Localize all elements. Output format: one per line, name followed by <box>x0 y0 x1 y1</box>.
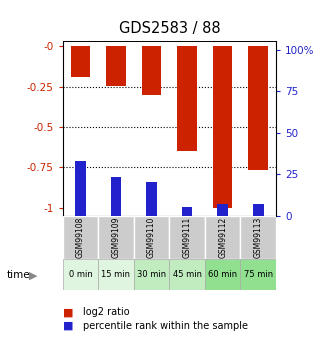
Bar <box>71 46 90 77</box>
Text: ▶: ▶ <box>29 270 37 280</box>
Text: GSM99113: GSM99113 <box>254 217 263 258</box>
Bar <box>253 204 264 216</box>
Text: time: time <box>6 270 30 280</box>
Bar <box>213 46 232 208</box>
Text: GSM99111: GSM99111 <box>183 217 192 258</box>
FancyBboxPatch shape <box>98 259 134 290</box>
Text: log2 ratio: log2 ratio <box>83 307 130 317</box>
Bar <box>248 46 268 170</box>
FancyBboxPatch shape <box>134 259 169 290</box>
FancyBboxPatch shape <box>205 259 240 290</box>
FancyBboxPatch shape <box>134 216 169 259</box>
Text: 30 min: 30 min <box>137 270 166 279</box>
Bar <box>75 161 86 216</box>
Text: percentile rank within the sample: percentile rank within the sample <box>83 321 248 331</box>
FancyBboxPatch shape <box>240 259 276 290</box>
Bar <box>111 177 121 216</box>
Text: GSM99110: GSM99110 <box>147 217 156 258</box>
Text: GSM99109: GSM99109 <box>111 216 120 258</box>
FancyBboxPatch shape <box>169 259 205 290</box>
Text: ■: ■ <box>63 307 73 317</box>
Text: 45 min: 45 min <box>173 270 202 279</box>
Bar <box>142 46 161 95</box>
FancyBboxPatch shape <box>63 259 98 290</box>
Text: ■: ■ <box>63 321 73 331</box>
Text: 75 min: 75 min <box>244 270 273 279</box>
FancyBboxPatch shape <box>205 216 240 259</box>
FancyBboxPatch shape <box>98 216 134 259</box>
Bar <box>177 46 197 151</box>
Text: 60 min: 60 min <box>208 270 237 279</box>
Bar <box>217 204 228 216</box>
FancyBboxPatch shape <box>169 216 205 259</box>
Text: GSM99112: GSM99112 <box>218 217 227 258</box>
Text: 0 min: 0 min <box>68 270 92 279</box>
Text: 15 min: 15 min <box>101 270 130 279</box>
Text: GDS2583 / 88: GDS2583 / 88 <box>119 21 221 36</box>
FancyBboxPatch shape <box>240 216 276 259</box>
Bar <box>106 46 126 86</box>
Text: GSM99108: GSM99108 <box>76 217 85 258</box>
FancyBboxPatch shape <box>63 216 98 259</box>
Bar <box>146 183 157 216</box>
Bar <box>182 207 193 216</box>
